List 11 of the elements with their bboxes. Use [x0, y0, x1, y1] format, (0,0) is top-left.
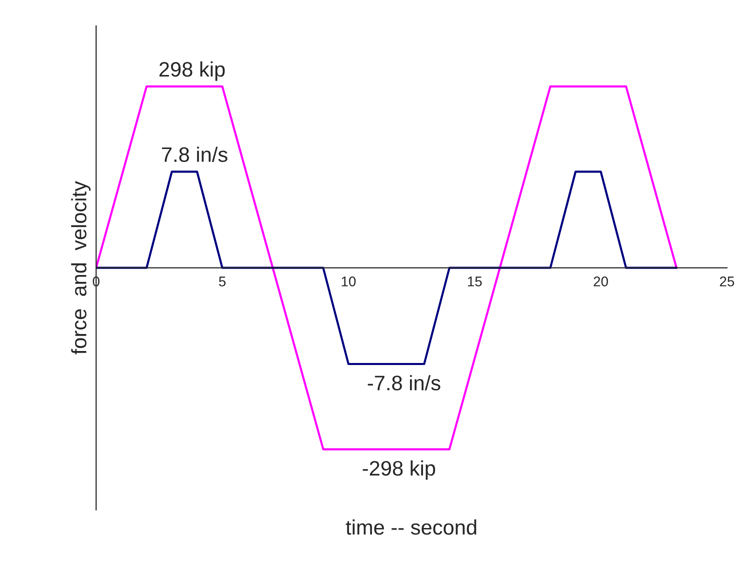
annotation: -298 kip — [362, 460, 436, 480]
x-tick-label: 25 — [720, 276, 734, 286]
annotation: -7.8 in/s — [368, 375, 440, 390]
x-tick-label: 5 — [218, 276, 226, 286]
x-axis-title: time -- second — [346, 519, 476, 535]
annotation: 298 kip — [159, 61, 225, 81]
x-tick-label: 15 — [468, 276, 482, 286]
x-tick-label: 20 — [594, 276, 608, 286]
x-tick-label: 10 — [342, 276, 356, 286]
y-axis-title: force and velocity — [71, 181, 91, 354]
annotation: 7.8 in/s — [162, 146, 228, 162]
